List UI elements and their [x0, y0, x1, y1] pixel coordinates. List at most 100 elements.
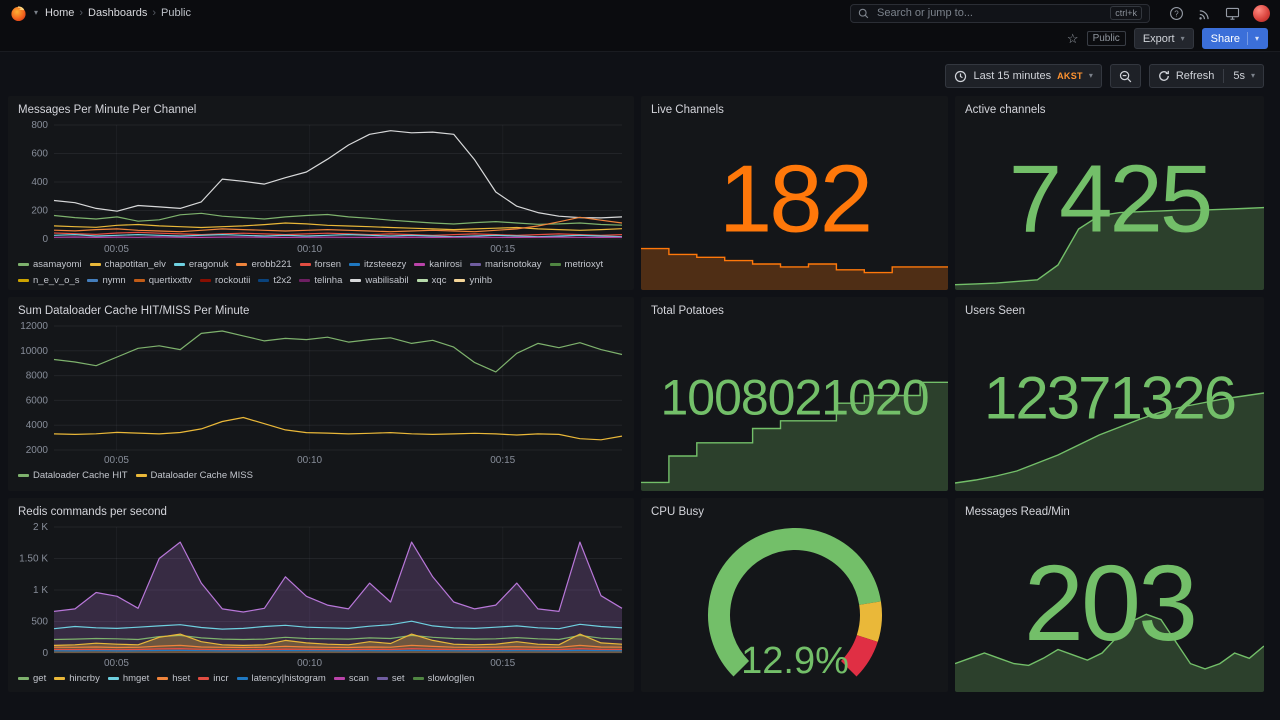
divider	[1246, 32, 1248, 45]
legend-item[interactable]: itzsteeezy	[349, 257, 406, 272]
axis-tick-label: 6000	[26, 395, 49, 406]
legend-item[interactable]: get	[18, 671, 46, 686]
legend-swatch	[198, 677, 210, 680]
axis-tick-label: 1 K	[33, 585, 48, 596]
redis-chart[interactable]: 0 500 1 K 1.50 K 2 K 00:05 00:10 00:15	[16, 521, 626, 669]
legend-item[interactable]: forsen	[299, 257, 341, 272]
panel-title[interactable]: Active channels	[965, 104, 1046, 116]
breadcrumb-home[interactable]: Home	[45, 7, 75, 19]
legend-item[interactable]: hincrby	[54, 671, 100, 686]
axis-tick-label: 12000	[20, 321, 48, 332]
panel-title[interactable]: Users Seen	[965, 305, 1026, 317]
legend-item[interactable]: n_e_v_o_s	[18, 273, 79, 288]
messages-chart[interactable]: 0 200 400 600 800 00:05 00:10 00:15	[16, 119, 626, 255]
axis-tick-label: 4000	[26, 420, 49, 431]
legend-item[interactable]: eragonuk	[173, 257, 228, 272]
grafana-logo[interactable]	[10, 5, 27, 22]
breadcrumb-dashboards[interactable]: Dashboards	[88, 7, 148, 19]
legend-item[interactable]: slowlog|len	[412, 671, 474, 686]
total-potatoes-sparkline	[641, 381, 948, 491]
panel-title[interactable]: CPU Busy	[651, 506, 705, 518]
sparkline-line	[955, 206, 1264, 286]
legend-label: chapotitan_elv	[104, 259, 166, 270]
legend-item[interactable]: hmget	[107, 671, 149, 686]
legend-label: t2x2	[273, 275, 292, 286]
axis-tick-label: 0	[42, 648, 48, 659]
news-rss-icon[interactable]	[1197, 6, 1212, 21]
panel-title[interactable]: Sum Dataloader Cache HIT/MISS Per Minute	[18, 305, 250, 317]
legend-item[interactable]: Dataloader Cache MISS	[135, 468, 253, 483]
legend-item[interactable]: ynihb	[454, 273, 492, 288]
legend-label: Dataloader Cache MISS	[150, 470, 253, 481]
legend-item[interactable]: t2x2	[258, 273, 291, 288]
legend-item[interactable]: incr	[198, 671, 229, 686]
legend-label: telinha	[314, 275, 343, 286]
legend-label: quertixxttv	[148, 275, 193, 286]
help-icon[interactable]: ?	[1169, 6, 1184, 21]
share-button[interactable]: Share ▾	[1201, 28, 1268, 49]
dashboard-toolbar: ☆ Public Export ▾ Share ▾	[0, 26, 1280, 51]
legend-swatch	[299, 263, 311, 266]
navbar: ▾ Home › Dashboards › Public ctrl+k ?	[0, 0, 1280, 26]
legend-item[interactable]: scan	[333, 671, 369, 686]
chevron-down-icon[interactable]: ▾	[34, 8, 39, 17]
monitor-icon[interactable]	[1225, 6, 1240, 21]
panel-title[interactable]: Redis commands per second	[18, 506, 167, 518]
legend-item[interactable]: chapotitan_elv	[89, 257, 166, 272]
legend-item[interactable]: latency|histogram	[236, 671, 326, 686]
chevron-down-icon: ▾	[1180, 33, 1185, 43]
dataloader-chart[interactable]: 2000 4000 6000 8000 10000 12000 00:05 00:10 00:1…	[16, 320, 626, 466]
series-area	[54, 542, 622, 653]
legend-item[interactable]: xqc	[416, 273, 446, 288]
legend-item[interactable]: set	[376, 671, 405, 686]
refresh-interval[interactable]: 5s	[1233, 70, 1245, 82]
legend-swatch	[87, 279, 99, 282]
legend-swatch	[18, 279, 29, 282]
zoom-out-button[interactable]	[1109, 64, 1141, 88]
series-line	[53, 231, 623, 236]
axis-tick-label: 00:15	[490, 658, 515, 669]
panel-title[interactable]: Messages Read/Min	[965, 506, 1070, 518]
search-box[interactable]: ctrl+k	[850, 3, 1150, 23]
panel-title[interactable]: Live Channels	[651, 104, 724, 116]
export-button[interactable]: Export ▾	[1133, 28, 1194, 49]
stat-value: 7425	[1008, 145, 1214, 253]
sparkline-area	[955, 614, 1264, 692]
legend-swatch	[299, 279, 311, 282]
legend-item[interactable]: erobb221	[236, 257, 292, 272]
legend-item[interactable]: nymn	[87, 273, 126, 288]
legend-item[interactable]: asamayomi	[18, 257, 82, 272]
legend-item[interactable]: telinha	[299, 273, 342, 288]
legend-item[interactable]: rockoutii	[200, 273, 250, 288]
legend-label: scan	[348, 673, 369, 684]
search-input[interactable]	[875, 6, 1105, 20]
legend-swatch	[236, 677, 248, 680]
sparkline-line	[955, 613, 1264, 670]
panel-title[interactable]: Total Potatoes	[651, 305, 724, 317]
active-channels-sparkline	[955, 206, 1264, 290]
legend-item[interactable]: marisnotokay	[470, 257, 542, 272]
cpu-busy-gauge[interactable]: 12.9%	[645, 523, 945, 689]
star-button[interactable]: ☆	[1066, 30, 1079, 46]
legend-item[interactable]: hset	[157, 671, 190, 686]
panel-title[interactable]: Messages Per Minute Per Channel	[18, 104, 197, 116]
axis-tick-label: 0	[42, 234, 48, 245]
legend-item[interactable]: kanirosi	[414, 257, 462, 272]
axis-tick-label: 2000	[26, 445, 49, 456]
refresh-button[interactable]: Refresh 5s ▾	[1148, 64, 1264, 88]
time-range-label: Last 15 minutes	[973, 70, 1052, 82]
legend-item[interactable]: Dataloader Cache HIT	[18, 468, 128, 483]
legend-item[interactable]: wabilisabil	[350, 273, 409, 288]
legend-label: Dataloader Cache HIT	[33, 470, 128, 481]
legend-item[interactable]: metrioxyt	[549, 257, 603, 272]
series-line	[53, 330, 623, 373]
panel-active-channels: Active channels 7425	[955, 96, 1264, 290]
series-line	[53, 216, 623, 233]
legend-item[interactable]: quertixxttv	[133, 273, 193, 288]
user-avatar[interactable]	[1253, 4, 1270, 22]
series-line	[53, 236, 623, 238]
series-line	[53, 416, 623, 441]
axis-tick-label: 200	[31, 206, 48, 217]
visibility-badge: Public	[1086, 31, 1126, 46]
time-range-picker[interactable]: Last 15 minutes AKST ▾	[945, 64, 1102, 88]
